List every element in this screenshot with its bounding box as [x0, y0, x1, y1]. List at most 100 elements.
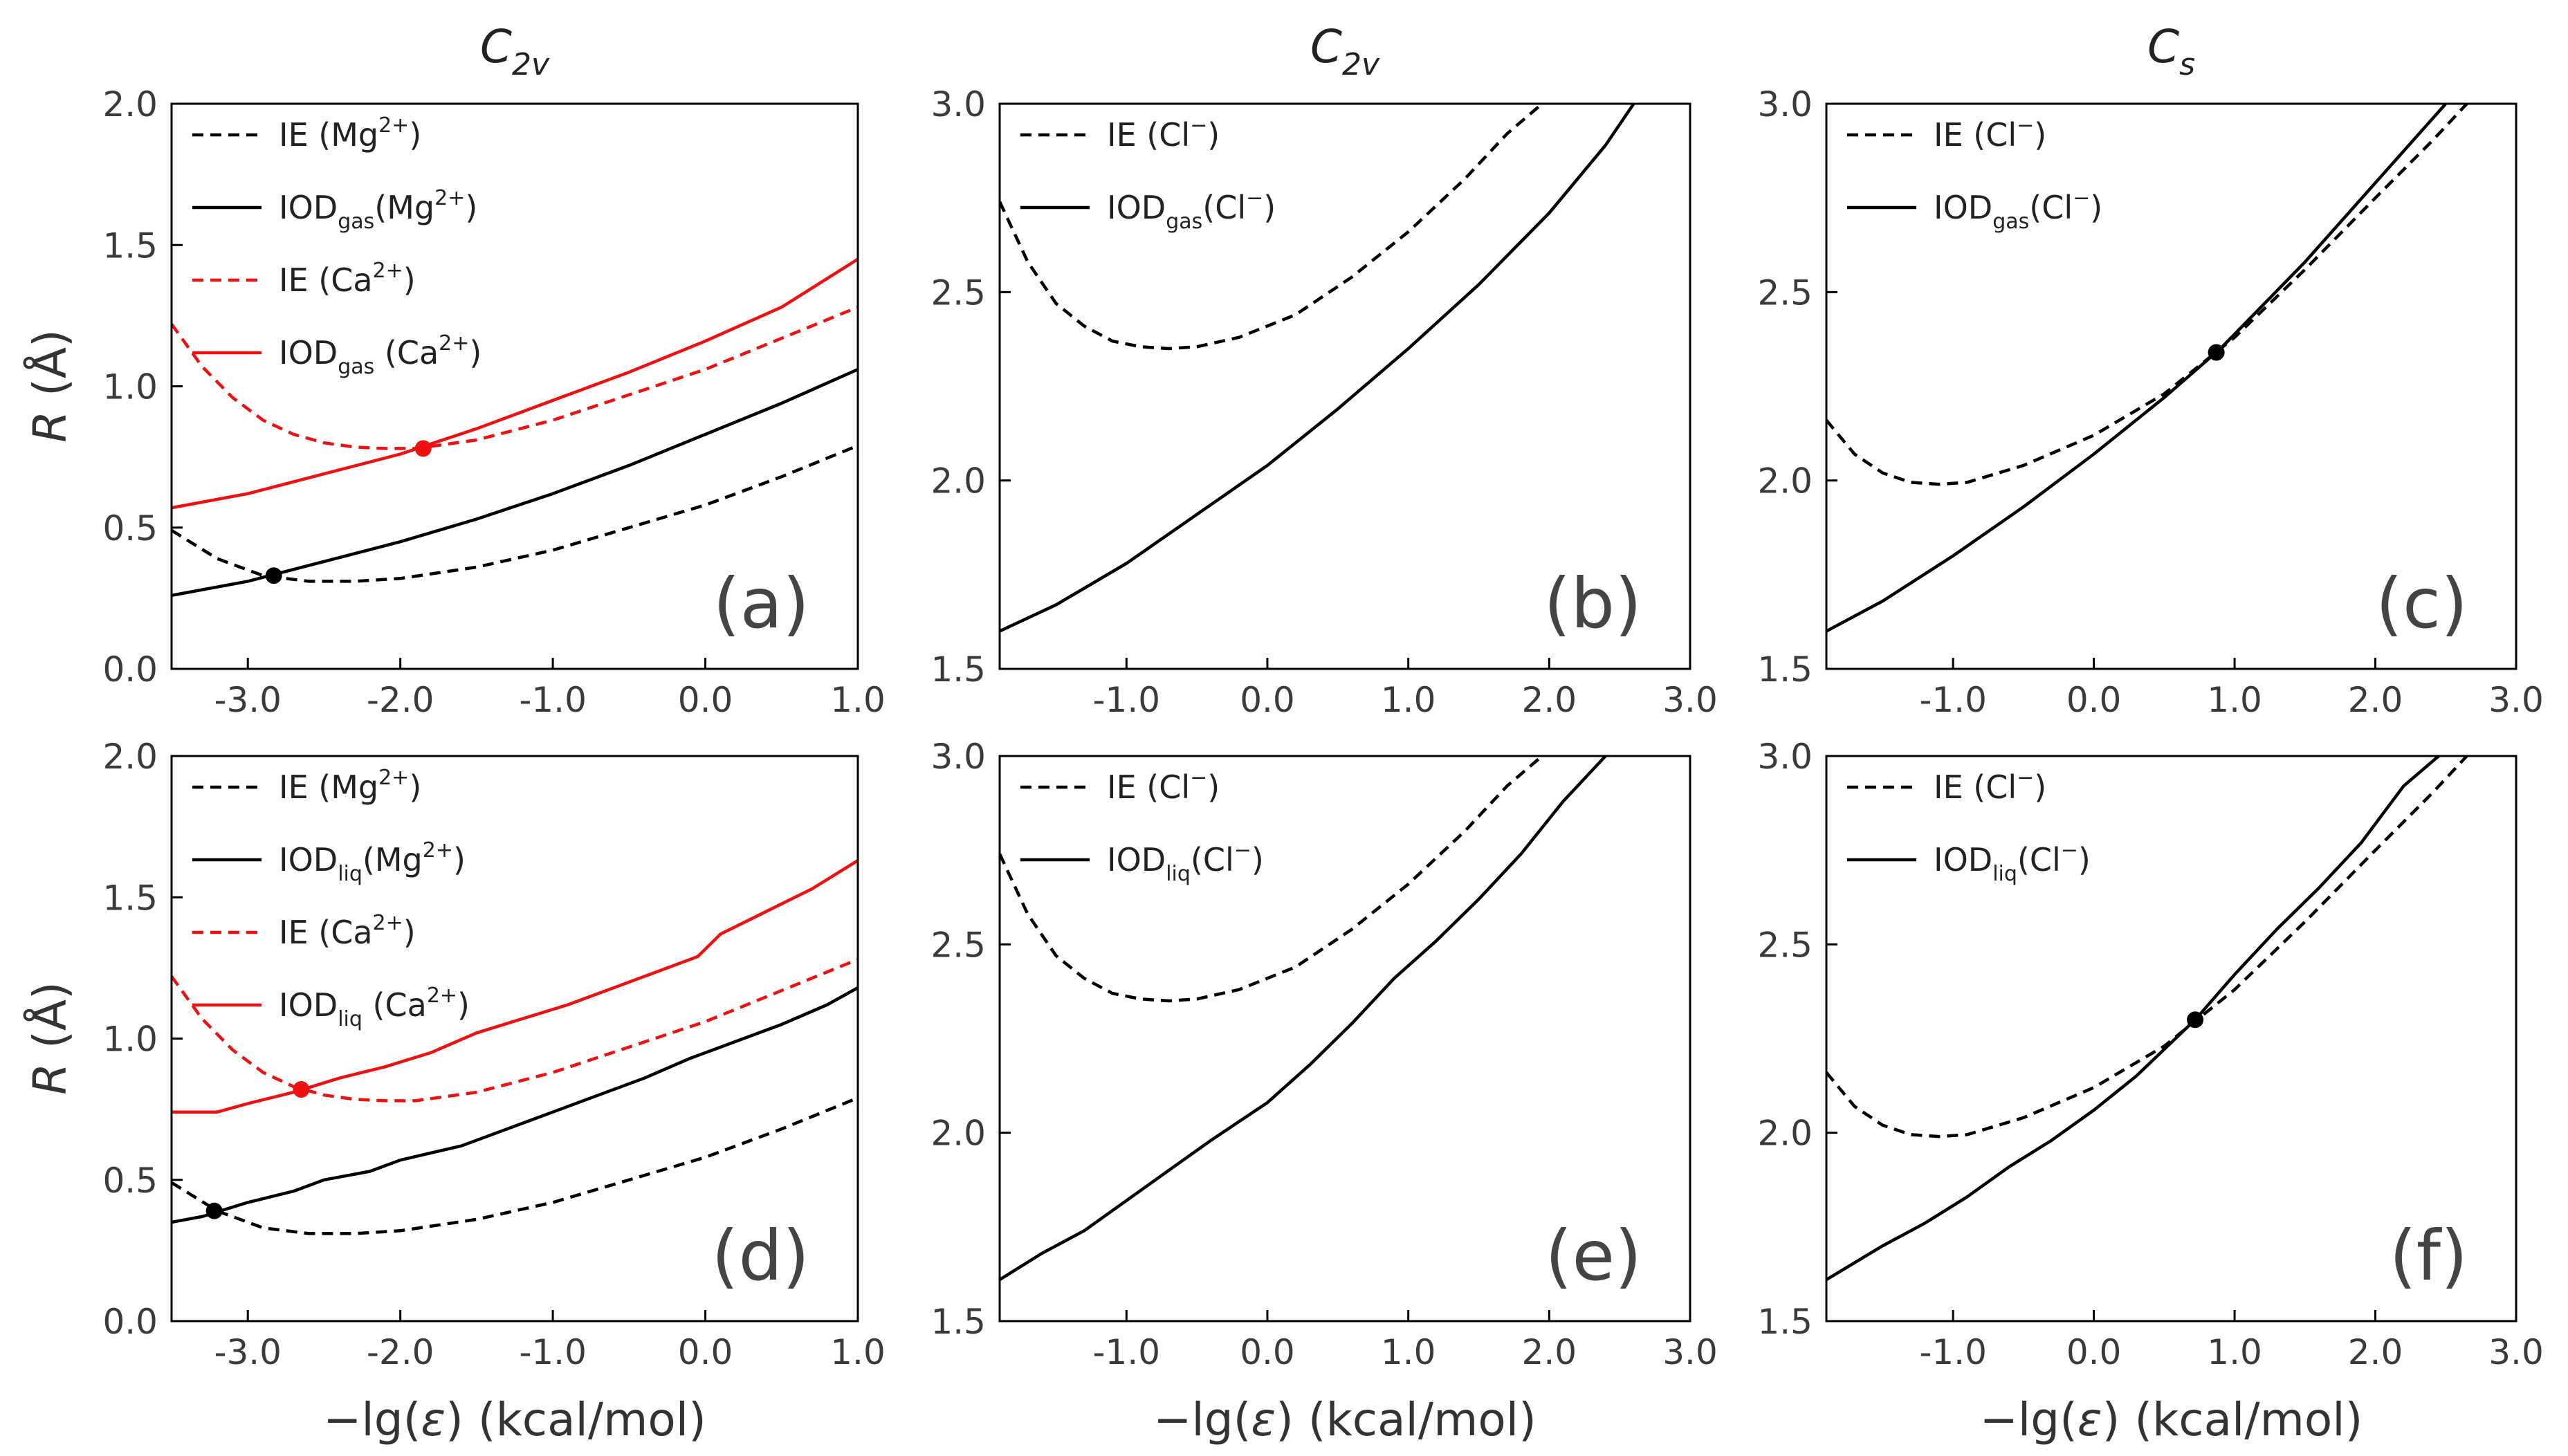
- legend-ion: (Ca: [374, 334, 439, 371]
- x-tick-label: -1.0: [1919, 680, 1987, 720]
- legend-base: IE (Cl: [1107, 116, 1190, 154]
- legend-close: ): [2034, 768, 2046, 806]
- legend-ion: (Cl: [2017, 841, 2061, 878]
- x-tick-label: 0.0: [2066, 680, 2122, 720]
- series-line-e-1: [1000, 756, 1607, 1282]
- y-tick-label: 3.0: [930, 84, 986, 125]
- panel-tag: (c): [2376, 563, 2468, 644]
- x-axis-label-unit: ) (kcal/mol): [2102, 1393, 2363, 1446]
- legend-superscript: 2+: [427, 984, 457, 1008]
- x-axis-label: −lg(ε) (kcal/mol): [323, 1393, 706, 1446]
- y-tick-label: 1.5: [102, 225, 158, 266]
- y-tick-label: 2.0: [1757, 1114, 1813, 1154]
- x-tick-label: 0.0: [2066, 1332, 2122, 1372]
- legend-ion: (Cl: [1191, 841, 1234, 878]
- legend-base: IOD: [1934, 841, 1992, 878]
- x-tick-label: 2.0: [2348, 1332, 2403, 1372]
- legend-base: IOD: [279, 334, 338, 371]
- legend-entry: IODliq(Cl−): [1107, 838, 1264, 886]
- legend-subscript: gas: [1992, 210, 2029, 234]
- x-tick-label: -2.0: [367, 680, 434, 720]
- legend-superscript: −: [2073, 186, 2090, 210]
- legend-subscript: liq: [1992, 862, 2017, 886]
- panel-tag: (a): [713, 563, 809, 644]
- y-axis-label: R (Å): [24, 329, 77, 443]
- y-tick-label: 2.0: [102, 84, 158, 125]
- legend-close: ): [1263, 189, 1276, 226]
- y-tick-label: 0.5: [102, 1161, 158, 1201]
- legend-subscript: gas: [1166, 210, 1202, 234]
- x-tick-label: -2.0: [367, 1332, 434, 1372]
- legend-close: ): [465, 189, 477, 226]
- panel-e: -1.0 0.0 1.0 2.0 3.01.52.02.53.0IE (Cl−)IODl…: [930, 737, 1717, 1372]
- legend-base: IOD: [279, 841, 338, 878]
- series-line-d-1: [172, 986, 858, 1224]
- legend-superscript: −: [1246, 186, 1263, 210]
- plot-frame: [998, 102, 1691, 670]
- legend-entry: IODgas(Mg2+): [279, 186, 477, 234]
- column-title-main: C: [480, 20, 512, 73]
- legend-ion: (Cl: [1202, 189, 1246, 226]
- legend-entry: IODgas (Ca2+): [279, 331, 482, 379]
- legend-superscript: −: [1190, 766, 1207, 790]
- x-axis-label-prefix: −lg(: [323, 1393, 421, 1446]
- y-tick-label: 3.0: [1757, 84, 1813, 125]
- legend-close: ): [2034, 116, 2046, 154]
- legend-entry: IODliq(Mg2+): [279, 838, 466, 886]
- series-line-a-1: [172, 367, 858, 598]
- series-line-d-3: [172, 859, 858, 1114]
- x-tick-label: 1.0: [830, 1332, 886, 1372]
- y-axis-label: R (Å): [24, 982, 77, 1095]
- legend-subscript: liq: [1166, 862, 1191, 886]
- legend-close: ): [1251, 841, 1264, 878]
- y-tick-label: 3.0: [930, 737, 986, 777]
- y-tick-label: 2.5: [930, 925, 986, 965]
- x-tick-label: -1.0: [1093, 1332, 1161, 1372]
- legend-subscript: liq: [338, 862, 363, 886]
- panel-f: -1.0 0.0 1.0 2.0 3.01.52.02.53.0IE (Cl−)IODl…: [1757, 737, 2543, 1372]
- y-tick-label: 2.0: [930, 1114, 986, 1154]
- legend-close: ): [403, 914, 416, 951]
- legend-entry: IE (Mg2+): [279, 766, 421, 806]
- legend-entry: IODgas(Cl−): [1934, 186, 2102, 234]
- panel-b: -1.0 0.0 1.0 2.0 3.01.52.02.53.0IE (Cl−)IODg…: [930, 84, 1717, 720]
- legend-superscript: 2+: [423, 838, 453, 863]
- legend-ion: (Mg: [374, 189, 434, 226]
- panel-d: -3.0 -2.0 -1.0 0.0 1.00.00.51.01.52.0IE (Mg2…: [102, 737, 885, 1372]
- x-tick-label: -1.0: [1093, 680, 1161, 720]
- y-tick-label: 3.0: [1757, 737, 1813, 777]
- legend-ion: (Ca: [363, 986, 427, 1024]
- plot-frame: [1825, 102, 2517, 670]
- legend-close: ): [1207, 116, 1220, 154]
- legend-close: ): [2090, 189, 2102, 226]
- series-line-d-0: [172, 1096, 858, 1235]
- series-line-c-0: [1826, 104, 2468, 486]
- legend-base: IE (Ca: [279, 261, 373, 299]
- legend-close: ): [1207, 768, 1220, 806]
- legend-entry: IODliq (Ca2+): [279, 984, 470, 1031]
- y-tick-label: 1.5: [102, 878, 158, 918]
- x-tick-label: 1.0: [830, 680, 886, 720]
- intersection-marker: [293, 1081, 310, 1098]
- series-line-a-2: [172, 306, 858, 450]
- y-tick-label: 2.0: [1757, 461, 1813, 501]
- legend-ion: (Cl: [2029, 189, 2073, 226]
- legend-base: IE (Mg: [279, 768, 378, 806]
- y-tick-label: 2.5: [930, 273, 986, 313]
- legend-entry: IE (Ca2+): [279, 911, 416, 951]
- legend-superscript: −: [1234, 838, 1251, 863]
- column-title: C2v: [1310, 20, 1380, 82]
- x-axis-label-prefix: −lg(: [1980, 1393, 2078, 1446]
- x-tick-label: -3.0: [214, 680, 282, 720]
- series-line-c-1: [1826, 104, 2447, 633]
- x-tick-label: 0.0: [678, 680, 733, 720]
- x-tick-label: 0.0: [678, 1332, 733, 1372]
- x-tick-label: 3.0: [2488, 1332, 2544, 1372]
- legend-close: ): [409, 768, 421, 806]
- plot-frame: [998, 755, 1691, 1323]
- legend-base: IE (Ca: [279, 914, 373, 951]
- column-title: C2v: [480, 20, 550, 82]
- panel-tag: (e): [1545, 1215, 1642, 1296]
- y-axis-label-unit: (Å): [24, 982, 77, 1063]
- legend-base: IOD: [279, 986, 338, 1024]
